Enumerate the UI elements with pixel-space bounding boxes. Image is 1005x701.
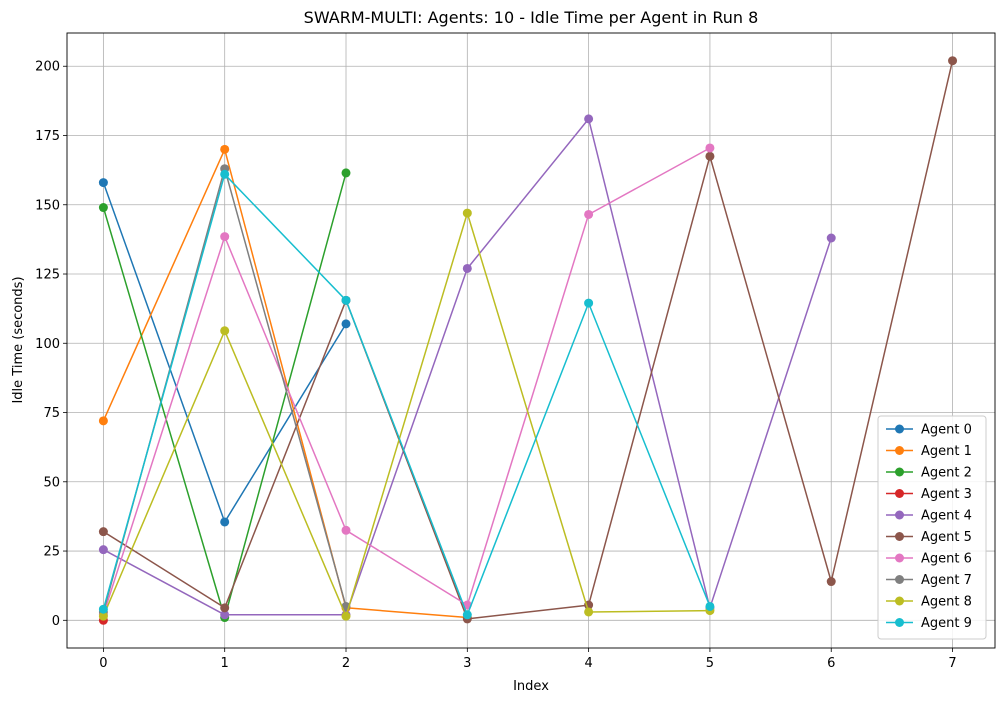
data-point: [705, 601, 715, 611]
x-tick-label: 5: [706, 656, 714, 671]
legend-marker: [895, 467, 904, 477]
legend-label: Agent 9: [921, 616, 972, 631]
y-tick-label: 75: [43, 406, 60, 421]
legend-item: Agent 6: [886, 552, 972, 567]
data-point: [98, 203, 108, 213]
series-agent-0: [98, 178, 351, 527]
legend: Agent 0 Agent 1 Agent 2 Agent 3 Agent 4 Agent…: [877, 415, 987, 640]
y-tick-label: 25: [43, 545, 60, 560]
data-point: [584, 209, 594, 219]
y-tick-label: 175: [35, 129, 60, 144]
legend-label: Agent 0: [921, 423, 972, 438]
chart-title: SWARM-MULTI: Agents: 10 - Idle Time per …: [304, 8, 759, 27]
data-point: [98, 178, 108, 188]
series-line: [102, 173, 711, 616]
x-tick-label: 4: [584, 656, 592, 671]
data-point: [462, 263, 472, 273]
legend-marker: [895, 618, 904, 627]
legend-item: Agent 9: [886, 616, 972, 631]
legend-label: Agent 6: [921, 552, 972, 567]
y-tick-label: 50: [43, 475, 60, 490]
data-point: [462, 610, 472, 620]
plot-frame: [66, 32, 996, 649]
data-point: [98, 611, 108, 621]
data-point: [220, 232, 230, 242]
y-tick-label: 150: [35, 198, 60, 213]
data-point: [584, 607, 594, 617]
data-point: [341, 525, 351, 535]
legend-item: Agent 1: [886, 444, 972, 459]
data-point: [98, 527, 108, 537]
data-point: [584, 114, 594, 124]
legend-marker: [895, 596, 904, 606]
legend-marker: [895, 553, 904, 563]
data-point: [584, 298, 594, 308]
data-point: [705, 143, 715, 153]
legend-marker: [895, 575, 904, 584]
grid: [67, 33, 995, 648]
legend-marker: [895, 532, 904, 541]
legend-label: Agent 7: [921, 573, 972, 588]
y-tick-label: 0: [52, 614, 60, 629]
data-point: [826, 233, 836, 243]
data-point: [220, 517, 230, 527]
legend-item: Agent 2: [886, 466, 972, 481]
y-axis-label: Idle Time (seconds): [11, 276, 26, 403]
data-point: [462, 208, 472, 218]
series-line: [102, 147, 711, 616]
data-point: [341, 168, 351, 178]
data-point: [341, 319, 351, 329]
data-point: [341, 295, 351, 305]
series-line: [102, 212, 710, 617]
data-point: [826, 577, 836, 587]
legend-label: Agent 8: [921, 595, 972, 610]
x-tick-label: 6: [827, 656, 835, 671]
legend-marker: [895, 489, 904, 498]
x-tick-label: 1: [221, 656, 229, 671]
series-agent-6: [98, 143, 715, 620]
legend-marker: [895, 446, 904, 455]
series-line: [102, 148, 468, 619]
data-point: [341, 611, 351, 621]
legend-item: Agent 0: [886, 423, 972, 438]
data-point: [705, 151, 715, 161]
data-point: [98, 604, 108, 614]
data-point: [220, 326, 230, 336]
legend-label: Agent 3: [921, 487, 972, 502]
x-tick-label: 0: [99, 656, 107, 671]
legend-label: Agent 5: [921, 530, 972, 545]
y-tick-label: 100: [35, 337, 60, 352]
y-tick-label: 200: [35, 60, 60, 75]
data-point: [220, 144, 230, 154]
legend-label: Agent 1: [921, 444, 972, 459]
series-agent-9: [98, 169, 715, 620]
axis-ticks: 0 1 2 3 4 5 6 7 0 25 50 75 100 125 150 175 200: [35, 60, 957, 671]
x-tick-label: 7: [948, 656, 956, 671]
x-tick-label: 2: [342, 656, 350, 671]
data-point: [98, 545, 108, 555]
legend-label: Agent 4: [921, 509, 972, 524]
legend-item: Agent 8: [886, 595, 972, 610]
x-tick-label: 3: [463, 656, 471, 671]
series-agent-5: [98, 56, 958, 624]
data-point: [220, 610, 230, 620]
legend-label: Agent 2: [921, 466, 972, 481]
data-point: [220, 169, 230, 179]
data-point: [948, 56, 958, 66]
legend-item: Agent 3: [886, 487, 972, 502]
legend-item: Agent 5: [886, 530, 972, 545]
series-layer: [98, 56, 958, 625]
data-point: [98, 416, 108, 426]
legend-item: Agent 4: [886, 509, 972, 524]
series-agent-8: [98, 208, 715, 621]
legend-marker: [895, 510, 904, 520]
y-tick-label: 125: [35, 268, 60, 283]
legend-item: Agent 7: [886, 573, 972, 588]
x-axis-label: Index: [513, 679, 549, 694]
data-point: [220, 603, 230, 613]
series-line: [103, 60, 954, 620]
legend-marker: [895, 424, 904, 434]
